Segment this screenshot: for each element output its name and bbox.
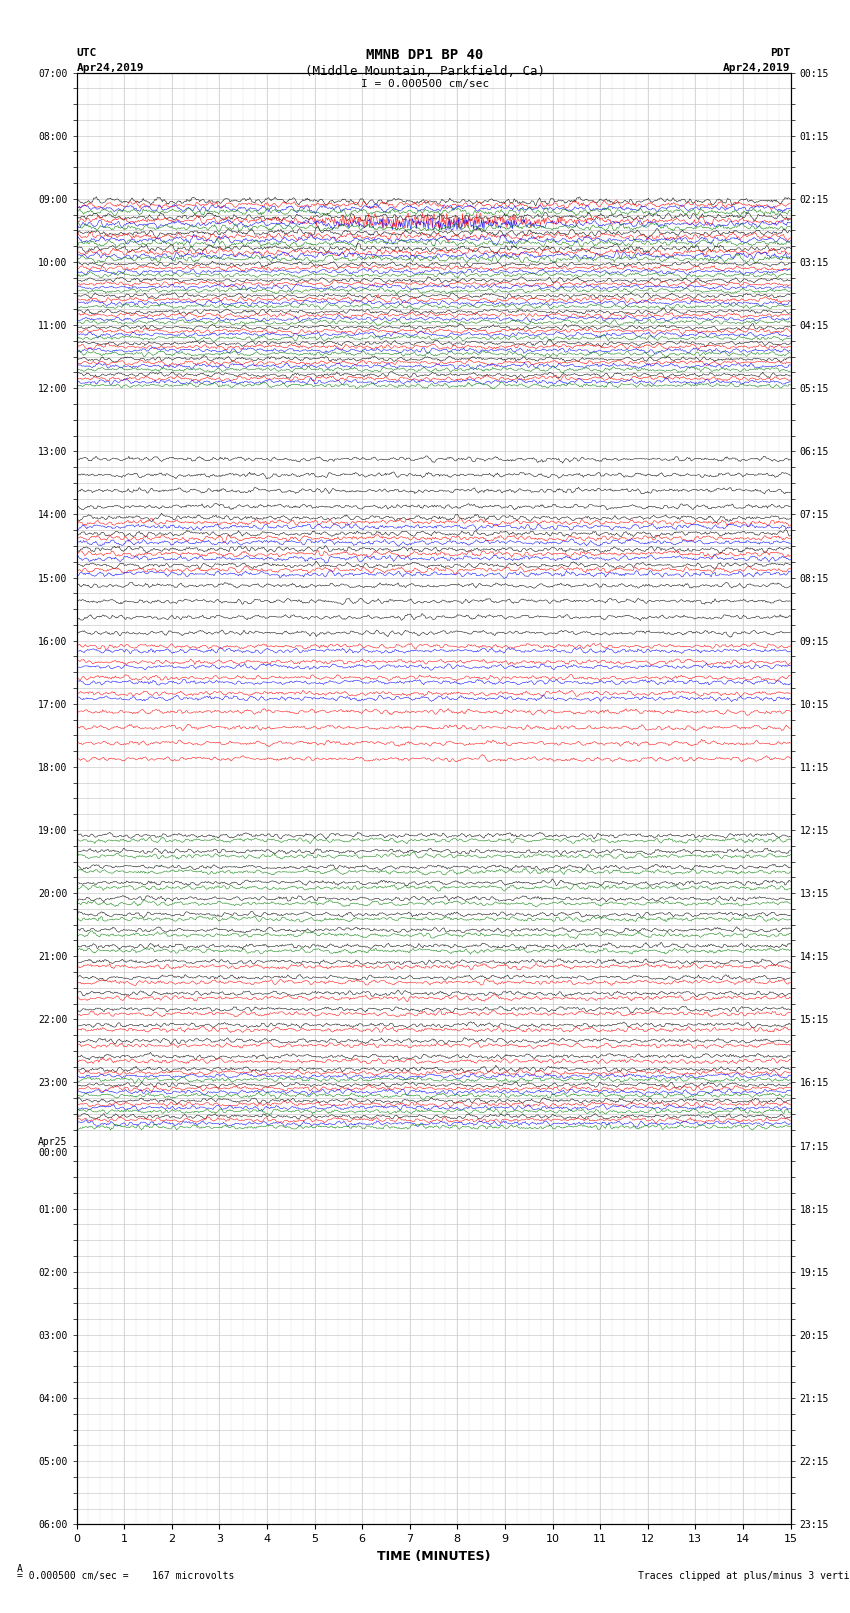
Text: Traces clipped at plus/minus 3 vertical divisions: Traces clipped at plus/minus 3 vertical …: [638, 1571, 850, 1581]
Text: (Middle Mountain, Parkfield, Ca): (Middle Mountain, Parkfield, Ca): [305, 65, 545, 77]
Text: Apr24,2019: Apr24,2019: [76, 63, 144, 73]
Text: A: A: [17, 1565, 23, 1574]
Text: MMNB DP1 BP 40: MMNB DP1 BP 40: [366, 48, 484, 63]
Text: I = 0.000500 cm/sec: I = 0.000500 cm/sec: [361, 79, 489, 89]
Text: PDT: PDT: [770, 48, 790, 58]
Text: UTC: UTC: [76, 48, 97, 58]
Text: = 0.000500 cm/sec =    167 microvolts: = 0.000500 cm/sec = 167 microvolts: [17, 1571, 235, 1581]
Text: Apr24,2019: Apr24,2019: [723, 63, 791, 73]
X-axis label: TIME (MINUTES): TIME (MINUTES): [377, 1550, 490, 1563]
